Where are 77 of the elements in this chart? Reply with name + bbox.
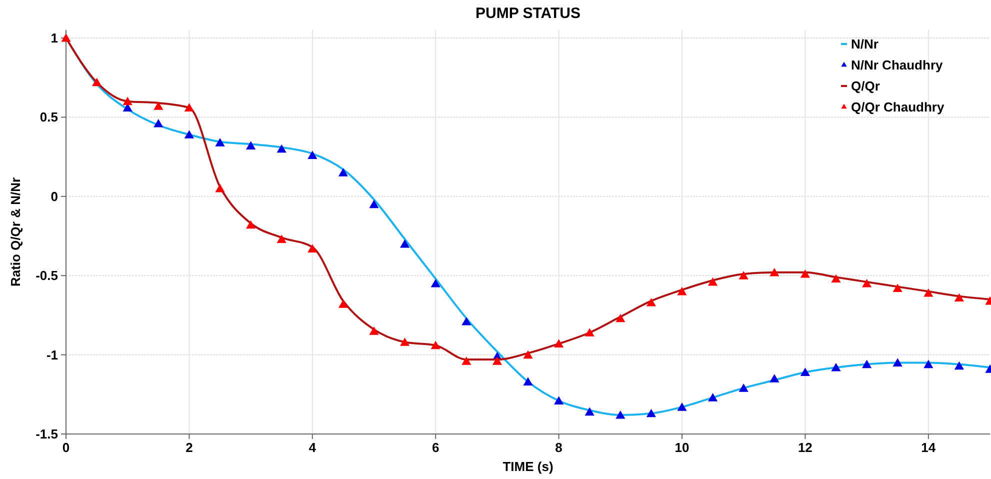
point — [122, 96, 132, 106]
point — [154, 102, 164, 110]
point — [892, 284, 902, 292]
x-tick-label: 0 — [62, 440, 70, 455]
point — [369, 200, 379, 208]
point — [954, 361, 964, 370]
point — [276, 144, 286, 153]
point — [584, 328, 594, 336]
point — [308, 150, 318, 159]
legend-label: Q/Qr — [851, 78, 880, 94]
y-tick-label: 1 — [50, 30, 58, 46]
point — [215, 184, 225, 192]
y-tick-label: -1 — [46, 347, 58, 362]
point — [924, 288, 934, 297]
legend-label: N/Nr Chaudhry — [851, 58, 944, 72]
y-axis-title: Ratio Q/Qr & N/Nr — [8, 177, 23, 287]
point — [523, 350, 533, 359]
x-tick-label: 2 — [186, 440, 193, 455]
point — [276, 234, 286, 243]
point — [400, 239, 410, 248]
point — [246, 220, 256, 229]
point — [646, 408, 656, 418]
x-tick-label: 6 — [432, 440, 440, 455]
point — [646, 298, 656, 306]
point — [800, 269, 810, 278]
point — [184, 130, 194, 138]
x-tick-label: 4 — [308, 440, 317, 455]
point — [400, 338, 410, 346]
x-tick-label: 10 — [674, 440, 690, 455]
point — [800, 368, 810, 376]
point — [924, 360, 934, 368]
y-tick-label: 0.5 — [40, 110, 58, 125]
x-tick-label: 12 — [798, 440, 812, 455]
point — [492, 356, 502, 365]
legend-label: N/Nr — [851, 36, 878, 52]
point — [338, 168, 348, 176]
point — [831, 362, 841, 372]
point — [677, 402, 687, 411]
point — [246, 141, 256, 150]
y-tick-label: 0 — [50, 188, 58, 204]
point — [738, 384, 748, 392]
point — [954, 293, 964, 302]
point — [892, 358, 902, 366]
legend-label: Q/Qr Chaudhry — [851, 100, 945, 114]
point — [738, 271, 748, 280]
y-tick-label: -1.5 — [36, 426, 58, 442]
point — [338, 300, 348, 308]
point — [770, 268, 780, 276]
point — [92, 78, 102, 86]
point — [831, 274, 841, 283]
x-axis-title: TIME (s) — [502, 459, 554, 474]
point — [61, 33, 71, 42]
point — [430, 340, 440, 350]
point — [184, 103, 194, 112]
point — [584, 407, 594, 416]
point — [308, 244, 318, 252]
point — [770, 374, 780, 382]
point — [369, 326, 379, 335]
point — [462, 356, 472, 365]
point — [616, 314, 626, 322]
point — [462, 316, 472, 326]
point — [677, 286, 687, 296]
point — [430, 278, 440, 288]
point — [215, 138, 225, 146]
x-tick-label: 14 — [921, 440, 936, 455]
point — [554, 339, 564, 348]
point — [154, 118, 164, 128]
point — [862, 278, 872, 288]
y-tick-label: -0.5 — [36, 268, 58, 284]
point — [523, 377, 533, 386]
x-tick-label: 8 — [555, 440, 562, 455]
point — [616, 410, 626, 419]
point — [554, 396, 564, 405]
point — [708, 393, 718, 402]
point — [708, 277, 718, 286]
point — [862, 360, 872, 368]
chart-title: PUMP STATUS — [475, 5, 581, 22]
